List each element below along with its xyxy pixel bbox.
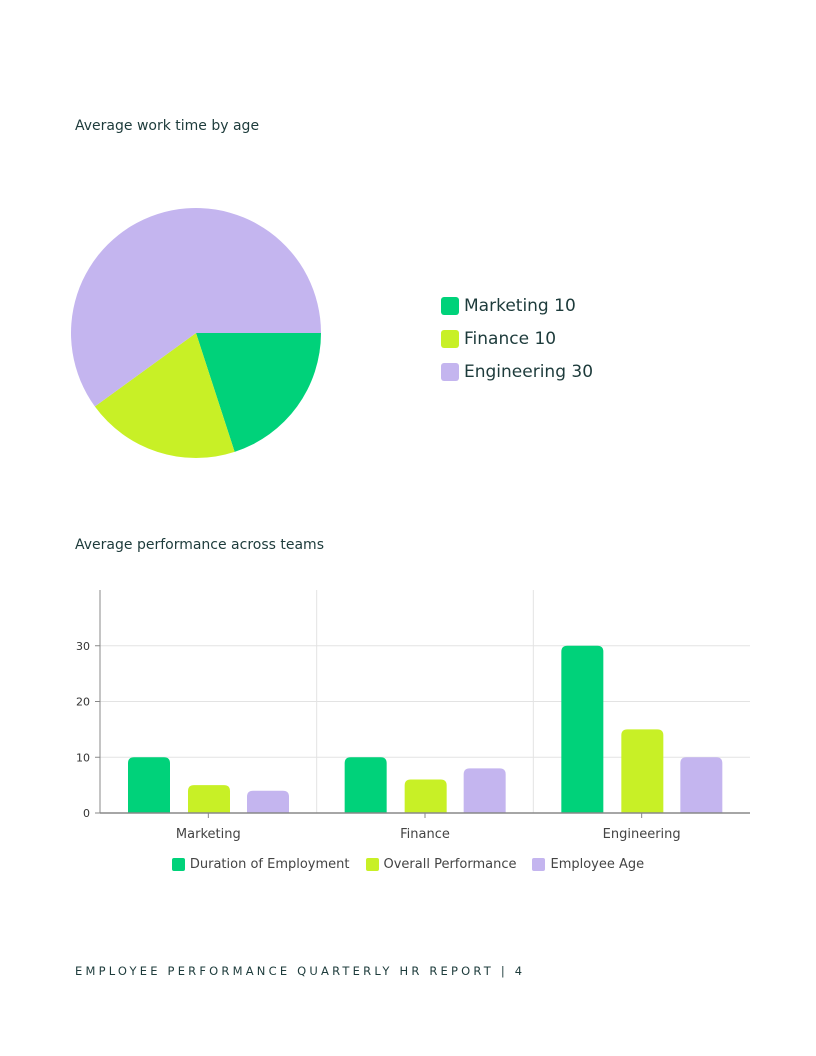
legend-swatch	[441, 329, 459, 348]
pie-legend-item: Marketing 10	[441, 289, 593, 322]
bar-legend-item: Duration of Employment	[171, 857, 350, 872]
legend-label: Duration of Employment	[189, 857, 350, 872]
pie-slice-marketing	[196, 333, 321, 452]
legend-swatch	[171, 858, 185, 871]
y-tick-label: 10	[76, 751, 90, 764]
bar-engineering-0	[561, 645, 604, 813]
legend-label: Finance 10	[464, 328, 557, 349]
pie-legend-item: Finance 10	[441, 322, 593, 355]
legend-swatch	[532, 858, 546, 871]
x-tick-label: Finance	[400, 827, 450, 842]
bar-marketing-2	[247, 790, 289, 813]
legend-label: Employee Age	[550, 857, 645, 872]
pie-chart-title: Average work time by age	[75, 118, 260, 134]
bar-legend-item: Overall Performance	[365, 857, 517, 872]
bar-finance-1	[404, 779, 447, 813]
y-tick-label: 30	[76, 640, 90, 653]
pie-slice-finance	[94, 333, 235, 458]
bar-finance-2	[463, 768, 506, 813]
page-footer: EMPLOYEE PERFORMANCE QUARTERLY HR REPORT…	[75, 964, 526, 978]
x-tick-label: Marketing	[176, 827, 241, 842]
y-tick-label: 20	[76, 696, 90, 709]
pie-slice-engineering	[70, 207, 321, 407]
legend-label: Overall Performance	[383, 857, 517, 872]
legend-swatch	[365, 858, 379, 871]
bar-chart-title: Average performance across teams	[75, 537, 324, 553]
pie-legend: Marketing 10 Finance 10 Engineering 30	[441, 289, 593, 388]
legend-swatch	[441, 362, 459, 381]
bar-finance-0	[344, 757, 387, 813]
legend-label: Engineering 30	[464, 361, 594, 382]
bar-legend: Duration of Employment Overall Performan…	[0, 857, 816, 872]
bar-marketing-1	[188, 785, 230, 813]
bar-legend-item: Employee Age	[532, 857, 644, 872]
bar-engineering-2	[680, 757, 723, 813]
y-tick-label: 0	[83, 807, 90, 820]
pie-chart	[70, 207, 321, 458]
bar-marketing-0	[128, 757, 170, 813]
x-tick-label: Engineering	[603, 827, 681, 842]
legend-label: Marketing 10	[464, 295, 576, 316]
legend-swatch	[441, 296, 459, 315]
pie-legend-item: Engineering 30	[441, 355, 593, 388]
bar-engineering-1	[621, 729, 664, 813]
